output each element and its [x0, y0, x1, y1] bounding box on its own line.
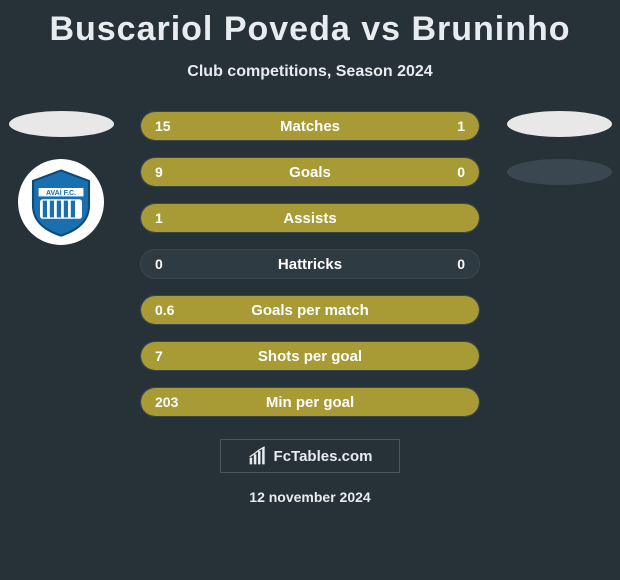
stat-bar: 15 Matches 1 — [140, 111, 480, 141]
stat-value-right: 0 — [457, 256, 465, 272]
chart-icon — [248, 446, 268, 466]
stat-label: Goals — [289, 164, 331, 181]
stat-bar: 7 Shots per goal — [140, 341, 480, 371]
stat-label: Matches — [280, 118, 340, 135]
stat-bar: 203 Min per goal — [140, 387, 480, 417]
subtitle: Club competitions, Season 2024 — [0, 63, 620, 81]
date-text: 12 november 2024 — [0, 489, 620, 505]
stat-label: Assists — [283, 210, 336, 227]
stat-value-left: 0.6 — [155, 302, 174, 318]
svg-text:AVAÍ F.C.: AVAÍ F.C. — [46, 188, 76, 197]
stat-value-right: 1 — [457, 118, 465, 134]
club-badge-avai: AVAÍ F.C. — [18, 159, 104, 245]
stat-value-left: 0 — [155, 256, 163, 272]
right-player-column — [504, 111, 614, 185]
stat-value-left: 9 — [155, 164, 163, 180]
rank-ellipse — [507, 159, 612, 185]
stat-value-left: 7 — [155, 348, 163, 364]
rank-ellipse — [9, 111, 114, 137]
bar-fill-left — [141, 112, 405, 140]
brand-text: FcTables.com — [274, 448, 373, 465]
stat-label: Min per goal — [266, 394, 354, 411]
left-player-column: AVAÍ F.C. — [6, 111, 116, 245]
stat-bar: 0.6 Goals per match — [140, 295, 480, 325]
stat-label: Hattricks — [278, 256, 342, 273]
stat-value-right: 0 — [457, 164, 465, 180]
stat-value-left: 15 — [155, 118, 171, 134]
stat-bar: 0 Hattricks 0 — [140, 249, 480, 279]
stat-bar: 9 Goals 0 — [140, 157, 480, 187]
stat-label: Shots per goal — [258, 348, 362, 365]
brand-box[interactable]: FcTables.com — [220, 439, 400, 473]
stat-bar: 1 Assists — [140, 203, 480, 233]
bar-fill-right — [405, 112, 479, 140]
stat-label: Goals per match — [251, 302, 369, 319]
rank-ellipse — [507, 111, 612, 137]
stat-bars: 15 Matches 1 9 Goals 0 1 Assists 0 Hattricks 0 0.6 G… — [140, 111, 480, 417]
page-title: Buscariol Poveda vs Bruninho — [0, 0, 620, 49]
comparison-content: AVAÍ F.C. 15 Matches 1 9 Goals 0 1 Assists 0 Hatt… — [0, 111, 620, 417]
stat-value-left: 1 — [155, 210, 163, 226]
stat-value-left: 203 — [155, 394, 178, 410]
club-crest-icon: AVAÍ F.C. — [26, 167, 96, 237]
